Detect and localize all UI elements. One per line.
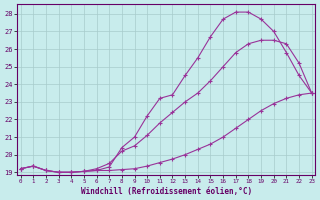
X-axis label: Windchill (Refroidissement éolien,°C): Windchill (Refroidissement éolien,°C)	[81, 187, 252, 196]
